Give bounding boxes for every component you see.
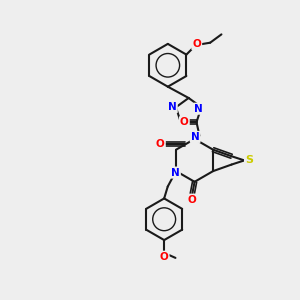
Text: O: O bbox=[188, 195, 197, 205]
Text: N: N bbox=[191, 132, 200, 142]
Text: O: O bbox=[192, 39, 201, 49]
Text: S: S bbox=[245, 155, 253, 165]
Text: O: O bbox=[180, 117, 189, 127]
Text: O: O bbox=[160, 252, 169, 262]
Text: N: N bbox=[171, 168, 180, 178]
Text: O: O bbox=[156, 140, 165, 149]
Text: N: N bbox=[194, 104, 203, 114]
Text: N: N bbox=[168, 102, 177, 112]
